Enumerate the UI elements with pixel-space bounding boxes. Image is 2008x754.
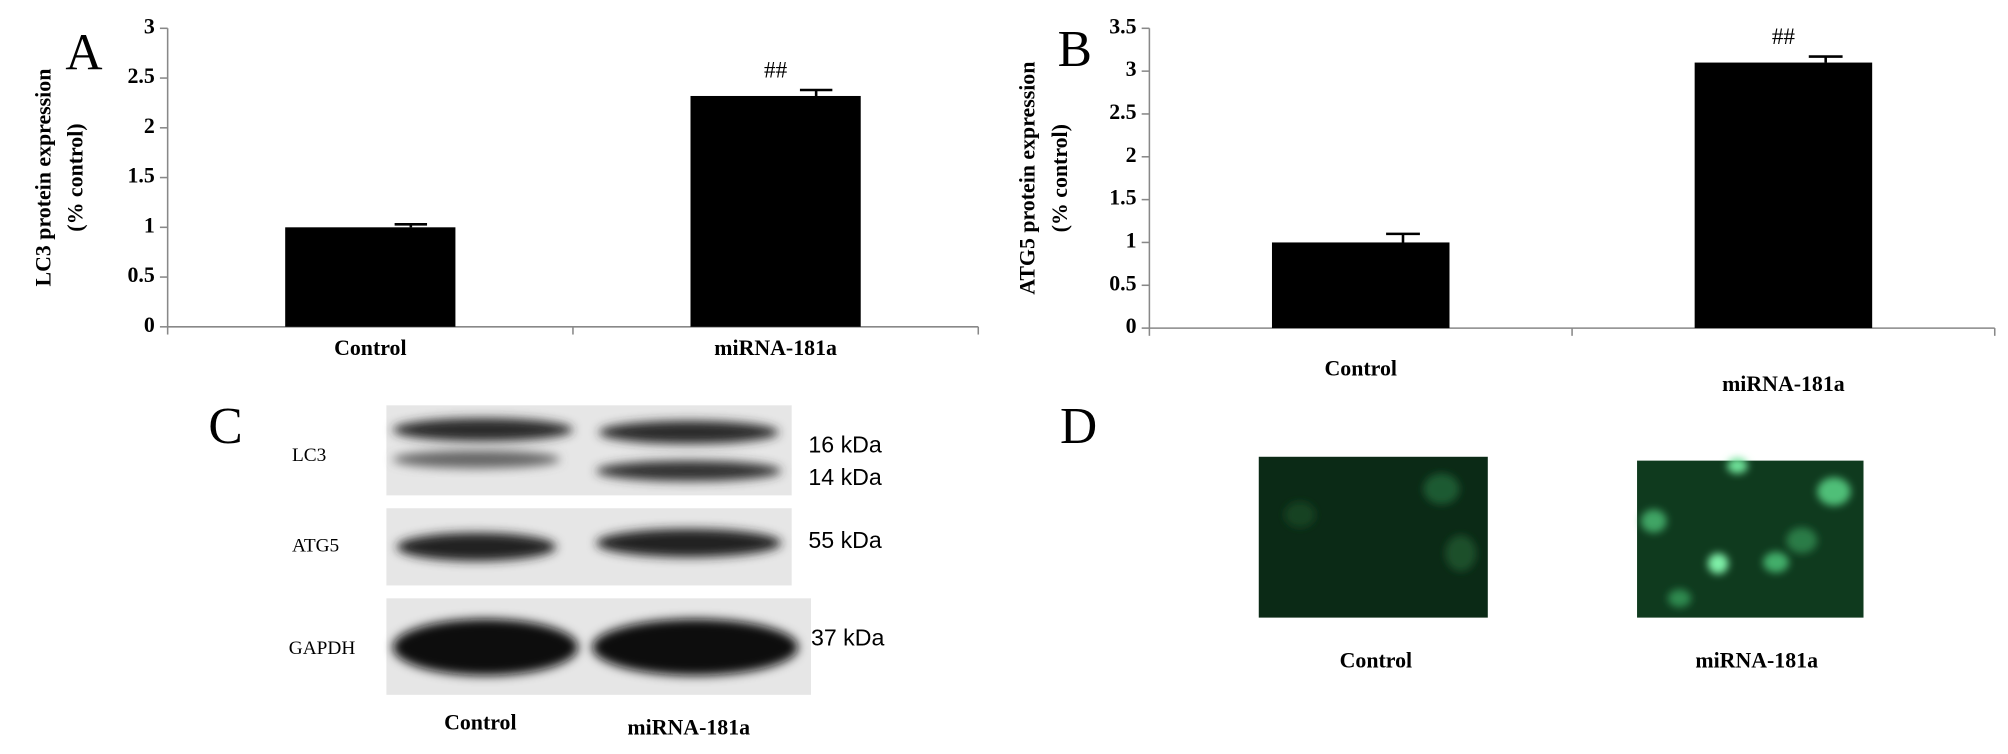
bar <box>1694 62 1873 329</box>
annotation: ## <box>764 57 788 83</box>
band-size: 37 kDa <box>811 625 884 651</box>
y-tick-label: 2.5 <box>1109 100 1136 124</box>
y-tick-label: 0.5 <box>1109 271 1136 295</box>
bar <box>285 227 456 327</box>
y-tick-label: 3 <box>1126 57 1137 81</box>
y-tick-label: 3.5 <box>1109 14 1136 38</box>
error-bar <box>1808 55 1843 63</box>
blot-row-label: ATG5 <box>292 535 339 556</box>
y-tick-label: 0 <box>1126 314 1137 338</box>
band-size: 55 kDa <box>808 527 881 553</box>
y-tick-label: 3 <box>144 14 155 38</box>
y-tick-label: 1.5 <box>1109 186 1136 210</box>
y-tick-label: 1 <box>1126 228 1137 252</box>
panel-label: B <box>1058 21 1092 78</box>
band-size: 14 kDa <box>808 464 881 490</box>
x-tick-label: miRNA-181a <box>714 336 837 360</box>
bar <box>1271 242 1450 329</box>
x-tick-label: Control <box>334 336 406 360</box>
annotation: ## <box>1772 24 1796 50</box>
image-label: miRNA-181a <box>1695 649 1818 673</box>
y-axis-label: (% control) <box>64 123 88 231</box>
y-tick-label: 2 <box>144 114 155 138</box>
blot-image <box>386 405 811 695</box>
band-size: 16 kDa <box>808 432 881 458</box>
fluorescence-image <box>1258 456 1864 618</box>
panel-label: A <box>65 25 102 82</box>
y-tick-label: 2 <box>1126 143 1137 167</box>
error-bar <box>1386 232 1420 243</box>
y-tick-label: 0.5 <box>127 263 154 287</box>
y-axis-label: ATG5 protein expression <box>1016 62 1040 295</box>
image-label: Control <box>1340 649 1412 673</box>
y-tick-label: 0 <box>144 313 155 337</box>
x-tick-label: miRNA-181a <box>1722 372 1845 396</box>
lane-label: Control <box>444 710 516 734</box>
panel-label: C <box>208 398 242 455</box>
y-axis-label: LC3 protein expression <box>31 69 55 287</box>
y-axis-label: (% control) <box>1048 124 1072 232</box>
lane-label: miRNA-181a <box>627 716 750 740</box>
blot-row-label: LC3 <box>292 445 326 466</box>
error-bar <box>394 223 428 228</box>
x-tick-label: Control <box>1325 357 1397 381</box>
y-tick-label: 1.5 <box>127 164 154 188</box>
y-tick-label: 1 <box>144 213 155 237</box>
y-tick-label: 2.5 <box>127 64 154 88</box>
bar <box>690 95 861 327</box>
error-bar <box>799 88 833 96</box>
blot-row-label: GAPDH <box>289 638 356 659</box>
panel-label: D <box>1060 398 1097 455</box>
